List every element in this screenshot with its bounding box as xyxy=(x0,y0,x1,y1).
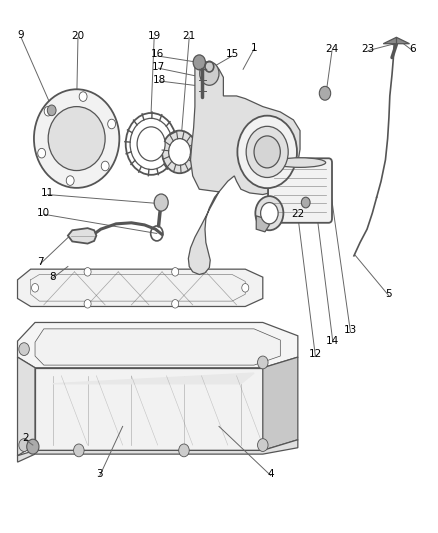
Circle shape xyxy=(242,284,249,292)
Text: 7: 7 xyxy=(37,257,44,267)
Text: 22: 22 xyxy=(291,209,304,219)
Text: 5: 5 xyxy=(385,289,392,299)
Circle shape xyxy=(84,268,91,276)
Circle shape xyxy=(258,439,268,451)
Text: 11: 11 xyxy=(41,188,54,198)
Ellipse shape xyxy=(48,107,105,171)
Text: 6: 6 xyxy=(409,44,416,54)
Text: 19: 19 xyxy=(148,31,161,41)
Ellipse shape xyxy=(34,89,119,188)
Polygon shape xyxy=(18,322,298,368)
Circle shape xyxy=(301,197,310,208)
Circle shape xyxy=(19,343,29,356)
Text: 8: 8 xyxy=(49,272,56,282)
FancyBboxPatch shape xyxy=(268,158,332,223)
Circle shape xyxy=(137,127,165,161)
Text: 14: 14 xyxy=(326,336,339,346)
Circle shape xyxy=(79,92,87,101)
Circle shape xyxy=(255,196,283,230)
Text: 23: 23 xyxy=(361,44,374,54)
Text: 3: 3 xyxy=(96,470,103,479)
Circle shape xyxy=(32,284,39,292)
Text: 20: 20 xyxy=(71,31,85,41)
Polygon shape xyxy=(18,357,35,456)
Polygon shape xyxy=(18,269,263,306)
Circle shape xyxy=(258,356,268,369)
Circle shape xyxy=(44,107,52,116)
Circle shape xyxy=(179,444,189,457)
Circle shape xyxy=(19,439,29,451)
Circle shape xyxy=(27,439,39,454)
Text: 4: 4 xyxy=(267,470,274,479)
Circle shape xyxy=(108,119,116,129)
Polygon shape xyxy=(263,357,298,450)
Text: 12: 12 xyxy=(309,350,322,359)
Circle shape xyxy=(200,62,219,85)
Circle shape xyxy=(237,116,297,188)
Text: 24: 24 xyxy=(325,44,339,54)
Circle shape xyxy=(66,176,74,185)
Circle shape xyxy=(84,300,91,308)
Circle shape xyxy=(261,203,278,224)
Polygon shape xyxy=(35,368,263,450)
Circle shape xyxy=(172,268,179,276)
Ellipse shape xyxy=(274,158,326,167)
Circle shape xyxy=(38,148,46,158)
Circle shape xyxy=(319,86,331,100)
Text: 17: 17 xyxy=(152,62,165,71)
Text: 9: 9 xyxy=(18,30,25,39)
Text: 1: 1 xyxy=(251,43,258,53)
Circle shape xyxy=(254,136,280,168)
Text: 16: 16 xyxy=(151,50,164,59)
Circle shape xyxy=(74,444,84,457)
Text: 10: 10 xyxy=(37,208,50,218)
Polygon shape xyxy=(35,329,280,365)
Circle shape xyxy=(193,55,205,70)
Polygon shape xyxy=(383,37,410,44)
Circle shape xyxy=(172,300,179,308)
Text: 21: 21 xyxy=(183,31,196,41)
Polygon shape xyxy=(256,216,269,232)
Polygon shape xyxy=(68,228,96,244)
Circle shape xyxy=(246,126,288,177)
Circle shape xyxy=(47,105,56,116)
Text: 13: 13 xyxy=(344,326,357,335)
Text: 15: 15 xyxy=(226,50,239,59)
Polygon shape xyxy=(53,373,254,384)
Circle shape xyxy=(154,194,168,211)
Circle shape xyxy=(101,161,109,171)
Text: 2: 2 xyxy=(22,433,29,443)
Circle shape xyxy=(162,131,197,173)
Polygon shape xyxy=(188,61,300,274)
Polygon shape xyxy=(18,440,298,462)
Circle shape xyxy=(169,139,191,165)
Text: 18: 18 xyxy=(153,75,166,85)
